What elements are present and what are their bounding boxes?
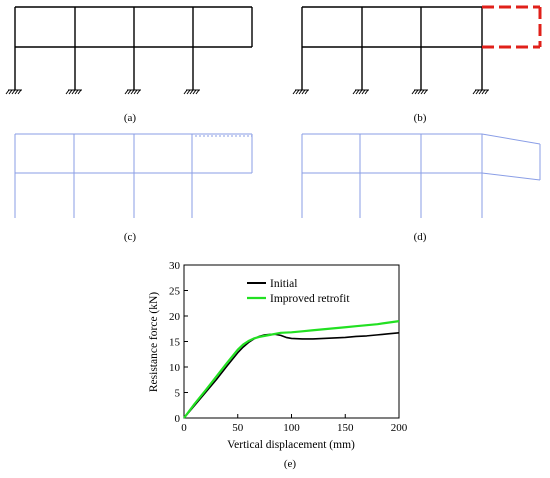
frame-a-columns xyxy=(14,7,194,90)
caption-a: (a) xyxy=(124,112,137,124)
caption-b: (b) xyxy=(414,112,427,124)
resistance-chart: 0 50 100 150 200 0 5 10 15 20 25 30 Initial Improve… xyxy=(148,260,408,470)
frame-a-supports xyxy=(5,89,200,95)
deformed-d-columns xyxy=(301,134,483,218)
removed-bay-highlight xyxy=(482,5,542,49)
x-tick-label: 200 xyxy=(391,422,408,434)
caption-c: (c) xyxy=(124,231,137,243)
y-tick-label: 5 xyxy=(175,388,181,400)
y-tick-label: 10 xyxy=(169,362,181,374)
x-axis-title: Vertical displacement (mm) xyxy=(227,439,355,451)
legend-label-improved: Improved retrofit xyxy=(270,293,350,305)
y-tick-label: 15 xyxy=(169,337,181,349)
x-tick-label: 150 xyxy=(337,422,354,434)
frame-b-beams xyxy=(301,6,482,48)
deformed-c-columns xyxy=(14,134,193,218)
x-tick-label: 50 xyxy=(232,422,244,434)
caption-d: (d) xyxy=(414,231,427,243)
deformed-shape-d: (d) xyxy=(301,133,541,243)
chart-series xyxy=(183,320,400,419)
series-line-initial xyxy=(183,332,400,419)
chart-legend: Initial Improved retrofit xyxy=(247,278,350,305)
caption-e: (e) xyxy=(284,458,297,470)
y-tick-label: 0 xyxy=(175,413,181,425)
chart-ticks: 0 50 100 150 200 0 5 10 15 20 25 30 xyxy=(169,260,408,434)
y-tick-label: 25 xyxy=(169,286,181,298)
frame-b: (b) xyxy=(292,5,542,124)
y-tick-label: 20 xyxy=(169,311,181,323)
y-tick-label: 30 xyxy=(169,260,181,272)
x-tick-label: 100 xyxy=(283,422,300,434)
frame-b-supports xyxy=(292,89,489,95)
frame-b-columns xyxy=(301,7,483,90)
frame-a: (a) xyxy=(5,6,253,124)
y-axis-title: Resistance force (kN) xyxy=(148,292,160,392)
deformed-shape-c: (c) xyxy=(14,133,253,243)
legend-label-initial: Initial xyxy=(270,278,297,290)
x-tick-label: 0 xyxy=(181,422,187,434)
series-line-improved-retrofit xyxy=(183,320,400,419)
